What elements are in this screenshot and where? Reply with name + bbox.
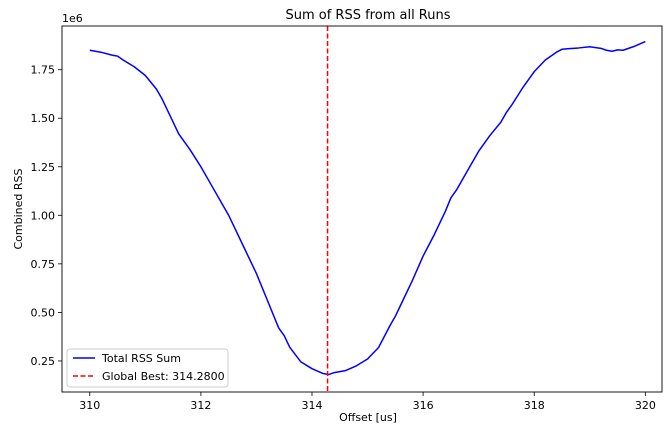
y-tick-label: 0.25 [31, 355, 56, 368]
x-tick-label: 310 [79, 399, 100, 412]
x-tick-label: 320 [635, 399, 656, 412]
y-axis-label: Combined RSS [12, 168, 25, 249]
legend-box [66, 348, 229, 388]
y-tick-label: 1.00 [31, 209, 56, 222]
x-tick-label: 314 [302, 399, 323, 412]
plot-frame [61, 25, 663, 393]
y-tick-label: 1.25 [31, 161, 56, 174]
x-tick-label: 312 [190, 399, 211, 412]
series-line-total-rss [89, 40, 646, 376]
plot-data [89, 26, 646, 392]
legend-label-total-rss: Total RSS Sum [101, 352, 181, 365]
x-tick-label: 318 [524, 399, 545, 412]
x-axis-label: Offset [us] [339, 411, 397, 424]
x-axis-ticks: 310 312 314 316 318 320 [79, 392, 656, 412]
y-tick-label: 1.50 [31, 112, 56, 125]
x-tick-label: 316 [413, 399, 434, 412]
y-offset-label: 1e6 [62, 12, 83, 25]
legend-label-global-best: Global Best: 314.2800 [102, 370, 225, 383]
y-axis-ticks: 0.25 0.50 0.75 1.00 1.25 1.50 1.75 [31, 64, 62, 368]
chart-title: Sum of RSS from all Runs [285, 8, 450, 23]
legend: Total RSS Sum Global Best: 314.2800 [66, 348, 229, 388]
y-tick-label: 0.50 [31, 306, 56, 319]
y-tick-label: 0.75 [31, 258, 56, 271]
y-tick-label: 1.75 [31, 64, 56, 77]
